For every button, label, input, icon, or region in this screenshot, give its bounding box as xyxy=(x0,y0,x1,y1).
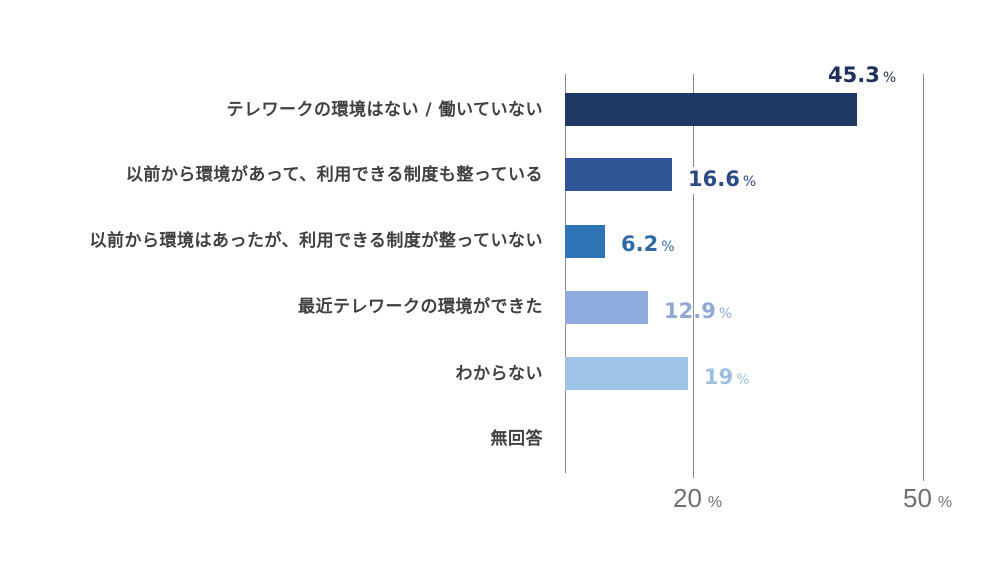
category-label: わからない xyxy=(455,364,543,384)
value-number: 16.6 xyxy=(688,167,740,191)
bar xyxy=(565,225,605,258)
tick-value: 50 xyxy=(903,483,932,513)
value-unit: % xyxy=(742,174,757,190)
tick-value: 20 xyxy=(673,483,702,513)
category-label: 最近テレワークの環境ができた xyxy=(298,297,543,317)
category-label: 以前から環境はあったが、利用できる制度が整っていない xyxy=(89,231,543,251)
value-number: 45.3 xyxy=(828,63,880,87)
value-number: 6.2 xyxy=(621,232,659,256)
x-tick-50: 50% xyxy=(903,483,952,514)
tick-unit: % xyxy=(937,494,953,511)
value-label: 19% xyxy=(702,365,752,392)
value-unit: % xyxy=(736,372,750,388)
bar xyxy=(565,357,688,390)
category-label: テレワークの環境はない / 働いていない xyxy=(226,100,543,120)
tick-unit: % xyxy=(707,494,723,511)
bar xyxy=(565,158,672,191)
gridline-50 xyxy=(923,74,924,481)
bar xyxy=(565,291,648,324)
axis-baseline xyxy=(565,74,566,473)
gridline-20 xyxy=(693,74,694,478)
value-label: 6.2% xyxy=(619,232,677,259)
value-unit: % xyxy=(661,239,675,255)
value-unit: % xyxy=(882,70,897,86)
category-label: 以前から環境があって、利用できる制度も整っている xyxy=(125,165,543,185)
value-unit: % xyxy=(718,306,733,322)
value-label: 16.6% xyxy=(686,167,759,194)
bar xyxy=(565,93,857,126)
x-tick-20: 20% xyxy=(673,483,722,514)
value-label: 12.9% xyxy=(662,299,734,326)
category-label: 無回答 xyxy=(490,429,543,449)
value-label: 45.3% xyxy=(826,63,899,90)
value-number: 12.9 xyxy=(664,299,716,323)
value-number: 19 xyxy=(704,365,734,389)
